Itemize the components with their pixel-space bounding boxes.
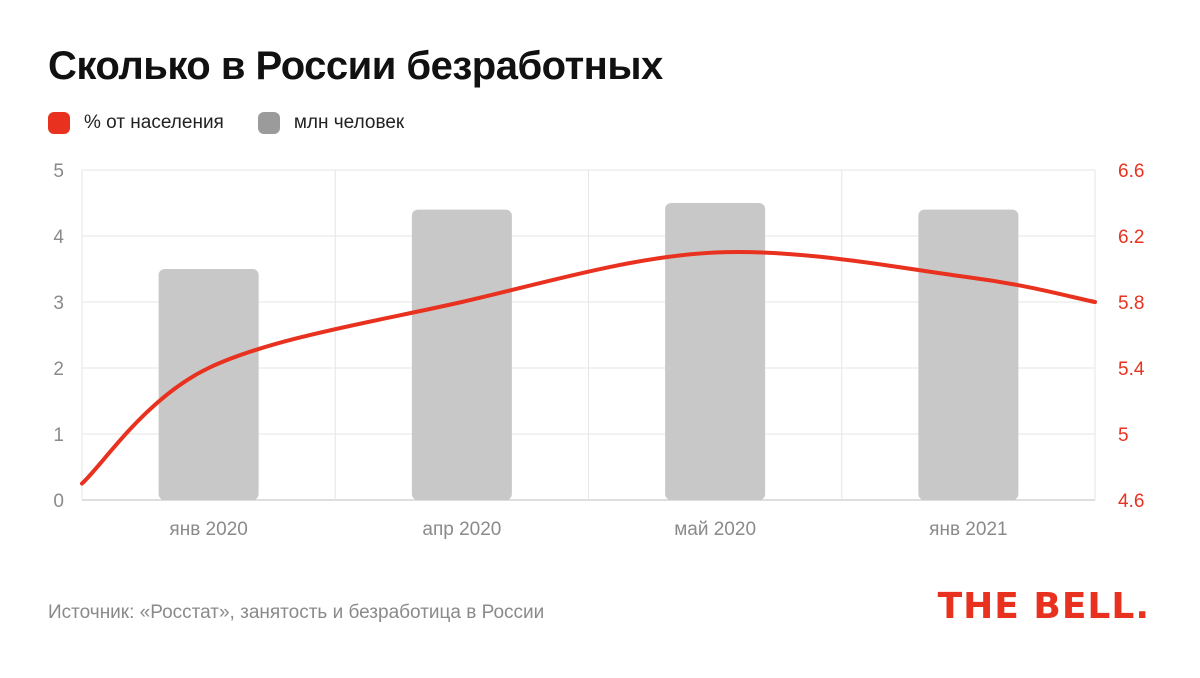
bar	[411, 209, 512, 500]
y-tick-label-right: 6.2	[1118, 227, 1144, 248]
y-tick-label-right: 5.8	[1118, 293, 1144, 314]
bar	[158, 269, 259, 500]
x-tick-label: янв 2020	[169, 519, 247, 540]
bar	[918, 209, 1019, 500]
y-tick-label-right: 4.6	[1118, 491, 1144, 512]
y-tick-label-left: 2	[53, 359, 64, 380]
legend-swatch-millions	[257, 112, 280, 134]
y-tick-label-left: 5	[53, 161, 64, 182]
y-tick-label-right: 5.4	[1118, 359, 1145, 380]
legend-label-millions: млн человек	[293, 112, 405, 133]
y-tick-label-right: 5	[1118, 425, 1129, 446]
source-note: Источник: «Росстат», занятость и безрабо…	[48, 602, 545, 623]
brand-logo: THE BELL.	[937, 586, 1150, 627]
chart-title: Сколько в России безработных	[48, 44, 663, 88]
legend-item-percent: % от населения	[48, 112, 224, 134]
bar	[665, 203, 766, 500]
x-tick-label: янв 2021	[929, 519, 1007, 540]
legend-label-percent: % от населения	[84, 112, 224, 133]
y-tick-label-left: 0	[53, 491, 64, 512]
y-tick-label-right: 6.6	[1118, 161, 1144, 182]
x-tick-label: май 2020	[674, 519, 756, 540]
x-tick-label: апр 2020	[422, 519, 501, 540]
legend: % от населения млн человек	[48, 112, 438, 134]
y-tick-label-left: 3	[53, 293, 64, 314]
legend-swatch-percent	[48, 112, 70, 134]
y-tick-label-left: 4	[53, 227, 64, 248]
y-tick-label-left: 1	[53, 425, 64, 446]
series-line-percent	[80, 250, 1097, 486]
legend-item-millions: млн человек	[257, 112, 405, 134]
